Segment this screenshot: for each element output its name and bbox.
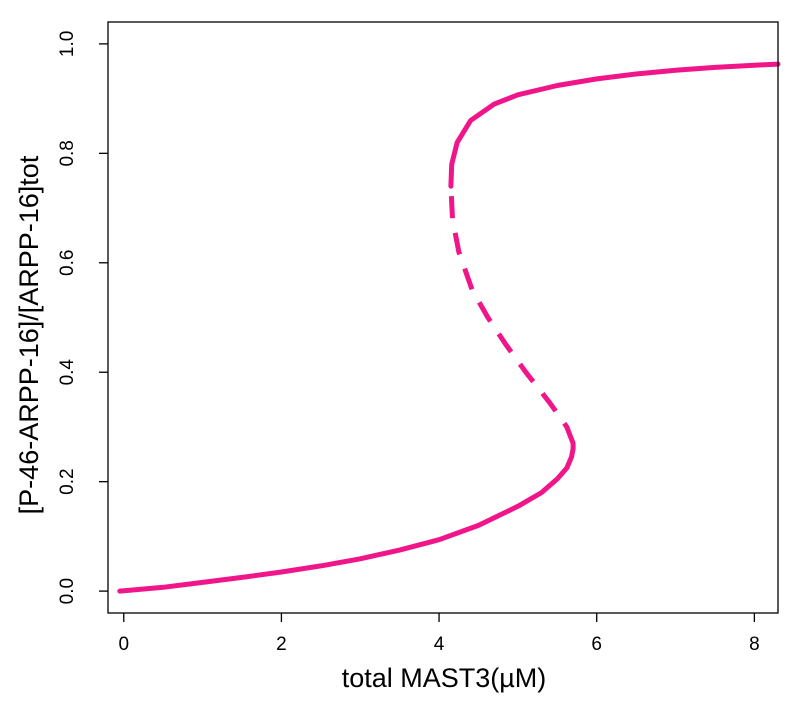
y-tick-label: 0.6 <box>57 250 78 276</box>
y-tick-label: 0.4 <box>57 359 78 386</box>
y-tick-label: 0.8 <box>57 140 78 166</box>
x-tick-label: 8 <box>749 634 760 655</box>
y-tick-label: 0.2 <box>57 468 78 494</box>
stable-branch-line-high <box>448 61 781 189</box>
y-tick-label: 1.0 <box>57 31 78 57</box>
stable-branch-line-low <box>117 440 576 594</box>
x-tick-label: 4 <box>434 634 445 655</box>
unstable-branch-line <box>448 186 576 445</box>
plot-frame <box>107 21 779 614</box>
x-axis-title: total MAST3(µM) <box>342 663 547 693</box>
y-axis: 0.0 0.2 0.4 0.6 0.8 1.0 <box>57 31 108 604</box>
x-tick-label: 2 <box>276 634 287 655</box>
x-tick-label: 0 <box>118 634 129 655</box>
y-tick-label: 0.0 <box>57 578 78 604</box>
plot-content <box>117 61 781 594</box>
x-tick-label: 6 <box>591 634 602 655</box>
y-axis-title: [P-46-ARPP-16]/[ARPP-16]tot <box>14 155 44 514</box>
x-axis: 0 2 4 6 8 <box>118 613 760 655</box>
